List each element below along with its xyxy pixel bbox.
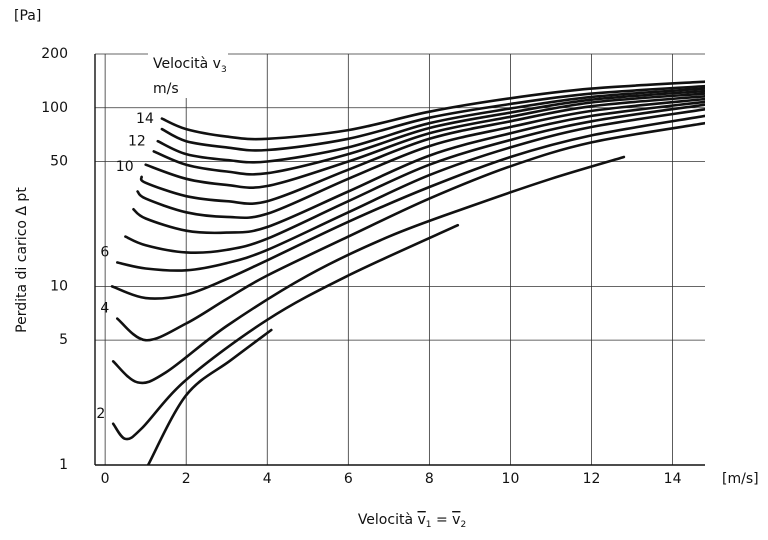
curve — [116, 108, 705, 272]
curve-label: 14 — [136, 111, 154, 127]
y-tick-label: 100 — [41, 100, 68, 116]
y-tick-label: 1 — [59, 457, 68, 473]
x-tick-label: 6 — [344, 471, 353, 487]
curve — [144, 92, 705, 189]
curve — [160, 84, 705, 152]
curve — [110, 114, 705, 300]
curve-label: 2 — [96, 406, 105, 422]
x-tick-label: 14 — [664, 471, 682, 487]
curve-title: Velocità v3 — [153, 56, 227, 75]
curve — [152, 89, 705, 176]
x-unit: [m/s] — [722, 471, 759, 487]
labels: 1 5 10 50 100 200 0 2 4 6 8 10 12 14 2 4 6 10 12 14 — [41, 46, 681, 487]
curve-label: 4 — [100, 301, 109, 317]
curve — [136, 97, 705, 220]
x-label-part: 1 — [426, 520, 432, 530]
x-tick-label: 10 — [502, 471, 520, 487]
curve — [160, 80, 705, 141]
x-label-part: = — [432, 512, 453, 528]
x-axis-label: Velocità v1 = v2 — [358, 512, 466, 530]
curve-title-part: Velocità v — [153, 56, 221, 72]
y-tick-label: 50 — [50, 154, 68, 170]
curve — [111, 155, 626, 385]
curve-label: 6 — [100, 245, 109, 261]
y-unit: [Pa] — [14, 8, 41, 24]
y-axis-label: Perdita di carico Δ pt — [14, 187, 30, 333]
y-tick-label: 5 — [59, 332, 68, 348]
x-label-part: Velocità — [358, 512, 418, 528]
curve — [139, 95, 705, 205]
x-tick-label: 8 — [425, 471, 434, 487]
curve — [111, 223, 460, 441]
curve-label: 10 — [116, 159, 134, 175]
curve — [116, 121, 705, 342]
curve — [132, 100, 705, 235]
x-tick-label: 2 — [182, 471, 191, 487]
curve — [124, 103, 705, 254]
x-label-part: v — [417, 512, 425, 528]
y-tick-label: 10 — [50, 278, 68, 294]
x-tick-label: 12 — [583, 471, 601, 487]
curve-title-box — [148, 50, 228, 98]
curve — [146, 328, 273, 465]
x-label-part: v — [452, 512, 460, 528]
x-tick-label: 0 — [101, 471, 110, 487]
curve-label: 12 — [128, 133, 146, 149]
curve-title-part: 3 — [221, 65, 227, 75]
x-tick-label: 4 — [263, 471, 272, 487]
curve-unit: m/s — [153, 81, 179, 97]
curve — [156, 87, 705, 164]
curves — [110, 80, 705, 465]
x-label-part: 2 — [460, 520, 466, 530]
y-tick-label: 200 — [41, 46, 68, 62]
